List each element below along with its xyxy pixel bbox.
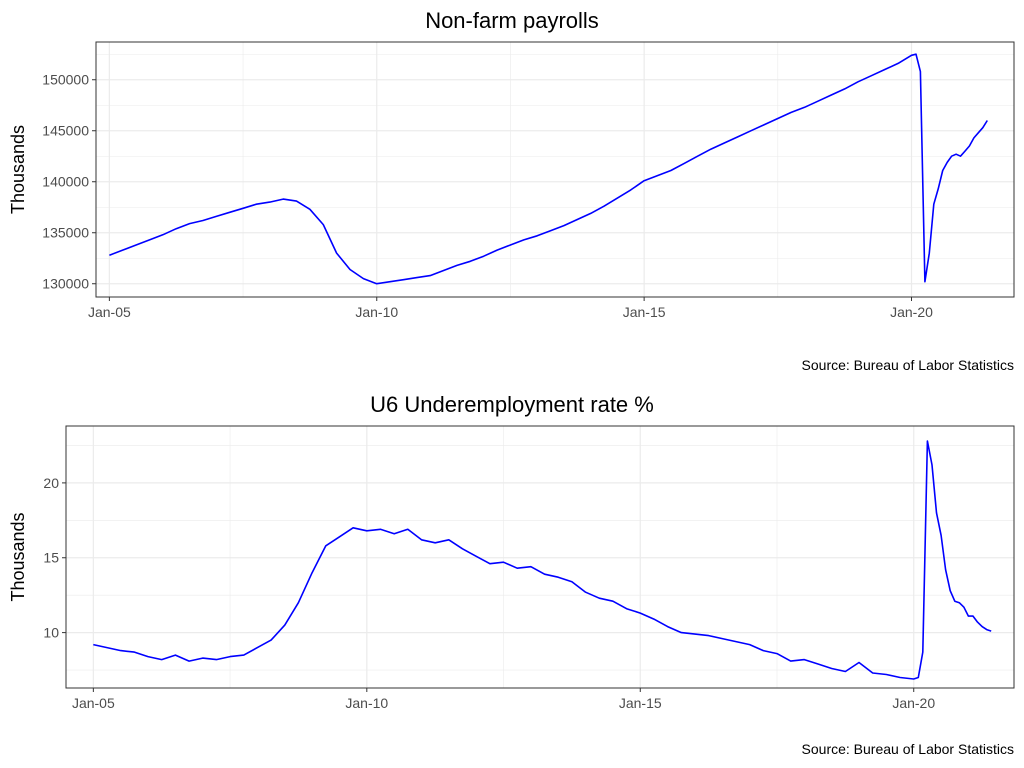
y-tick-label: 150000 [42, 72, 89, 88]
chart-title: Non-farm payrolls [425, 8, 599, 33]
x-tick-label: Jan-05 [88, 304, 131, 320]
u6-chart: Jan-05 Jan-10 Jan-15 Jan-20 10 15 20 Thousands [8, 425, 1015, 711]
y-tick-label: 20 [43, 475, 59, 491]
y-axis-title: Thousands [8, 125, 28, 214]
series-line [109, 53, 988, 285]
chart-caption: Source: Bureau of Labor Statistics [801, 741, 1014, 757]
series-line [93, 440, 992, 680]
y-axis-title: Thousands [8, 512, 28, 601]
x-tick-label: Jan-15 [619, 695, 662, 711]
u6-chart-panel: U6 Underemployment rate % Jan-05 Jan-10 Ja… [0, 384, 1024, 768]
x-tick-label: Jan-15 [623, 304, 666, 320]
x-tick-label: Jan-05 [72, 695, 115, 711]
y-tick-label: 145000 [42, 123, 89, 139]
y-tick-label: 10 [43, 625, 59, 641]
y-tick-label: 140000 [42, 174, 89, 190]
plot-border [95, 41, 1015, 298]
y-tick-label: 135000 [42, 225, 89, 241]
y-tick-label: 15 [43, 550, 59, 566]
payrolls-chart: Jan-05 Jan-10 Jan-15 Jan-20 130000 135000 1400… [8, 41, 1015, 320]
x-tick-label: Jan-20 [890, 304, 933, 320]
chart-caption: Source: Bureau of Labor Statistics [801, 357, 1014, 373]
plot-border [65, 425, 1015, 689]
payrolls-chart-panel: Non-farm payrolls Jan-05 Jan-10 Jan-15 Jan-… [8, 8, 1015, 373]
x-tick-label: Jan-20 [892, 695, 935, 711]
chart-title: U6 Underemployment rate % [370, 392, 654, 417]
x-tick-label: Jan-10 [355, 304, 398, 320]
y-tick-label: 130000 [42, 276, 89, 292]
x-tick-label: Jan-10 [345, 695, 388, 711]
